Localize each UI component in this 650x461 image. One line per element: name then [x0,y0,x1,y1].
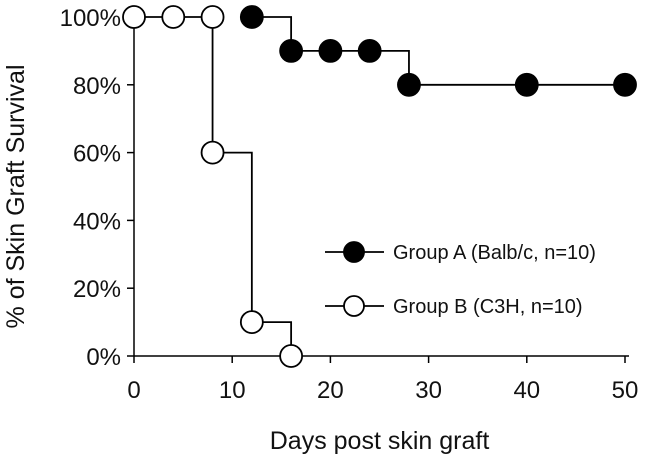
y-tick-label: 20% [73,276,121,303]
data-point-a [279,39,304,63]
data-point-a [318,39,343,63]
data-point-b [279,344,304,368]
legend-label-b: Group B (C3H, n=10) [393,296,583,318]
data-point-b [161,5,186,29]
data-point-a [397,72,421,97]
x-tick-label: 10 [219,377,246,404]
x-tick-label: 0 [127,377,140,404]
data-point-b [239,310,264,335]
legend-marker-a [343,241,365,263]
data-point-a [613,72,637,97]
legend-marker-b [343,295,365,317]
series-line-b [134,16,293,356]
x-tick-label: 30 [415,377,442,404]
x-tick-label: 20 [317,377,344,404]
y-tick-label: 80% [73,73,121,100]
data-point-a [514,72,539,97]
legend: Group A (Balb/c, n=10) Group B (C3H, n=10… [325,241,596,318]
series-line-a [251,16,625,86]
series-layer [122,5,637,368]
y-axis-title: % of Skin Graft Survival [2,65,30,329]
y-tick-label: 60% [73,141,121,168]
tick-labels: 0 10 20 30 40 50 0% 20% 40% 60% 80% 100% [60,5,639,404]
legend-label-a: Group A (Balb/c, n=10) [393,242,596,264]
x-axis-title: Days post skin graft [270,427,490,455]
data-point-a [357,39,382,63]
y-tick-label: 40% [73,208,121,235]
data-point-b [200,140,225,165]
data-point-a [239,5,264,29]
x-tick-label: 50 [612,377,639,404]
data-point-b [200,5,225,29]
y-tick-label: 100% [60,5,121,32]
x-tick-label: 40 [513,377,540,404]
data-point-b [122,5,146,29]
series-group-a [239,5,637,97]
series-group-b [122,5,304,368]
y-tick-label: 0% [86,344,121,371]
